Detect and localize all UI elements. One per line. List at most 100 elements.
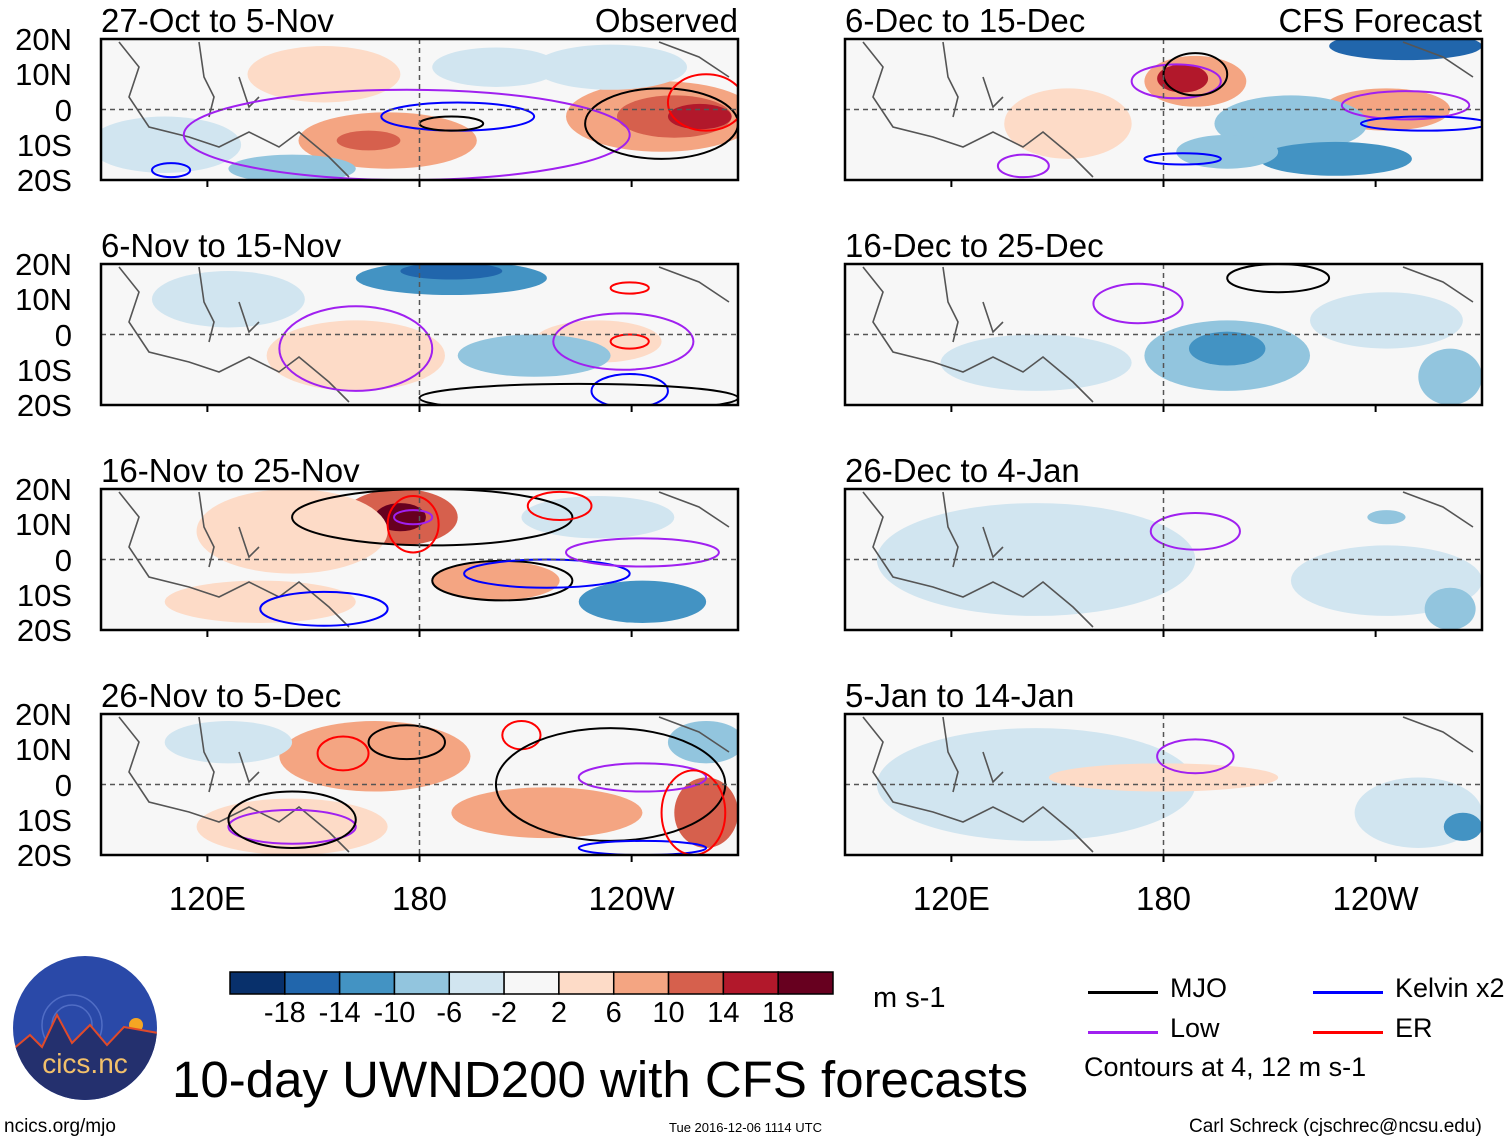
contour: [227, 808, 357, 845]
contour: [278, 305, 434, 392]
legend-line: [1088, 1031, 1158, 1035]
contour: [577, 762, 708, 793]
panel-title: 16-Dec to 25-Dec: [845, 227, 1104, 264]
lat-label: 20S: [16, 163, 72, 198]
lat-label: 20N: [15, 247, 72, 282]
contour: [609, 333, 650, 350]
colorbar-box: [777, 971, 834, 995]
anomaly-shading: [432, 47, 560, 87]
colorbar-tick: -6: [436, 997, 463, 1029]
panel-title: 16-Nov to 25-Nov: [101, 452, 360, 489]
map-panel: [99, 712, 740, 862]
map-panel: [843, 262, 1484, 412]
colorbar-box: [448, 971, 505, 995]
contour: [526, 490, 593, 522]
contour: [590, 372, 669, 405]
lat-label: 0: [54, 92, 72, 128]
contour: [367, 724, 446, 761]
map-panel: [99, 487, 740, 637]
colorbar-tick: -10: [373, 997, 416, 1029]
coastline: [118, 716, 730, 853]
anomaly-shading: [534, 44, 688, 90]
anomaly-shading: [521, 496, 675, 539]
anomaly-shading: [101, 116, 242, 173]
map-panel: [843, 487, 1484, 637]
map-panel: [843, 712, 1484, 862]
anomaly-shading: [151, 271, 305, 328]
anomaly-shading: [457, 334, 611, 377]
contour: [666, 73, 738, 132]
colorbar-box: [284, 971, 341, 995]
colorbar-box: [229, 971, 286, 995]
colorbar-tick: 6: [605, 997, 622, 1029]
lon-label: 180: [391, 880, 448, 917]
anomaly-shading: [164, 580, 356, 623]
lon-label: 180: [1135, 880, 1192, 917]
panel-title: 26-Dec to 4-Jan: [845, 452, 1080, 489]
anomaly-shading: [1310, 292, 1463, 349]
anomaly-shading: [266, 320, 445, 391]
legend-label: MJO: [1170, 973, 1227, 1003]
cics-logo: cics.nc: [13, 956, 157, 1100]
contour: [609, 281, 650, 295]
anomaly-shading: [1418, 348, 1482, 405]
lon-label: 120E: [912, 880, 990, 917]
anomaly-shading: [336, 130, 401, 151]
contour: [291, 489, 574, 547]
anomaly-shading: [400, 264, 503, 280]
contour: [150, 162, 192, 179]
lat-label: 10S: [16, 352, 72, 388]
colorbar-box: [667, 971, 725, 995]
panel-title: 5-Jan to 14-Jan: [845, 677, 1075, 714]
anomaly-shading: [1329, 39, 1482, 61]
contour: [1359, 115, 1482, 132]
anomaly-shading: [451, 787, 643, 839]
colorbar-tick: 2: [550, 997, 567, 1029]
lat-label: 10S: [16, 127, 72, 163]
legend-item: Low: [1088, 1013, 1220, 1044]
legend-line: [1313, 991, 1383, 995]
contour: [1130, 63, 1222, 100]
anomaly-shading: [164, 721, 293, 764]
legend-line: [1088, 991, 1158, 995]
map-panel: [99, 37, 740, 187]
colorbar-box: [612, 971, 670, 995]
svg-text:cics.nc: cics.nc: [42, 1048, 128, 1079]
anomaly-shading: [279, 721, 471, 792]
map-panel: [99, 262, 740, 412]
lat-label: 20N: [15, 472, 72, 507]
lat-label: 0: [54, 767, 72, 803]
anomaly-shading: [667, 103, 732, 130]
panel-title: 27-Oct to 5-Nov: [101, 2, 334, 39]
colorbar-tick: -2: [491, 997, 517, 1029]
colorbar-box: [338, 971, 396, 995]
figure-title: 10-day UWND200 with CFS forecasts: [172, 1051, 1028, 1108]
colorbar-box: [503, 971, 560, 995]
contour: [1156, 738, 1235, 775]
footer-timestamp: Tue 2016-12-06 1114 UTC: [669, 1120, 822, 1135]
anomaly-shading: [1004, 88, 1132, 159]
coastline: [118, 266, 730, 403]
footer-author: Carl Schreck (cjschrec@ncsu.edu): [1189, 1116, 1482, 1137]
anomaly-shading: [1367, 510, 1406, 525]
footer-url[interactable]: ncics.org/mjo: [4, 1116, 116, 1137]
lon-label: 120W: [588, 880, 675, 917]
colorbar-units: m s-1: [873, 982, 946, 1014]
legend-item: Kelvin x2: [1313, 973, 1505, 1004]
lat-label: 20S: [16, 613, 72, 648]
anomaly-shading: [578, 580, 707, 623]
anomaly-shading: [1259, 141, 1412, 176]
anomaly-shading: [1443, 812, 1482, 841]
lat-label: 0: [54, 317, 72, 353]
colorbar-box: [558, 971, 615, 995]
contour: [386, 495, 440, 554]
legend-line: [1313, 1031, 1383, 1035]
lat-label: 10N: [15, 732, 72, 768]
legend-label: Low: [1170, 1013, 1220, 1043]
legend-item: ER: [1313, 1013, 1433, 1044]
contour: [1143, 152, 1222, 166]
panel-title: 6-Dec to 15-Dec: [845, 2, 1086, 39]
coastline: [862, 716, 1474, 853]
panel-title: 26-Nov to 5-Dec: [101, 677, 342, 714]
